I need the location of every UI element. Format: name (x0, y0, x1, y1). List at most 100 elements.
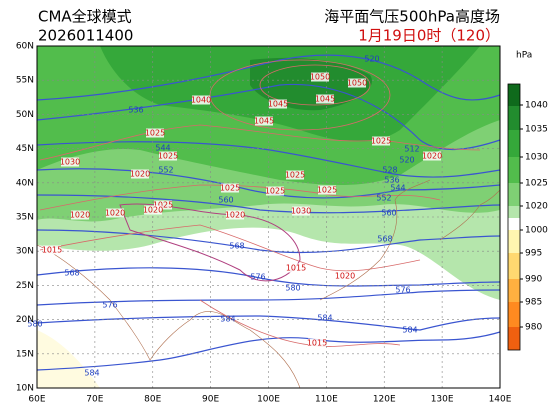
terrain-boundary (119, 203, 301, 282)
height-label: 584 (84, 369, 99, 378)
pressure-label: 1025 (265, 187, 285, 196)
pressure-label: 1030 (291, 207, 311, 216)
lat-label: 35N (16, 213, 34, 223)
lon-label: 100E (257, 395, 280, 405)
height-label: 568 (377, 235, 392, 244)
lat-label: 55N (16, 76, 34, 86)
pressure-label-box (318, 185, 336, 195)
pressure-label: 1050 (310, 73, 330, 82)
height-label: 560 (218, 196, 233, 205)
height-label: 552 (376, 194, 391, 203)
colorbar-label: 1030 (525, 153, 548, 163)
pressure-label: 1015 (42, 246, 62, 255)
pressure-label: 1045 (254, 117, 274, 126)
pressure-label-box (286, 170, 304, 180)
lon-label: 60E (28, 395, 45, 405)
height-label: 560 (381, 209, 396, 218)
map-frame (36, 45, 501, 389)
colorbar-ticks: 1040 1035 1030 1025 1020 1000 995 990 985 980 (520, 101, 548, 333)
pressure-label-box (255, 116, 273, 126)
colorbar-label: 980 (525, 323, 542, 333)
pressure-label-box (106, 208, 124, 218)
pressure-label-box (336, 271, 354, 281)
lon-label: 120E (373, 395, 396, 405)
lon-label: 80E (144, 395, 161, 405)
pressure-label: 1020 (225, 211, 245, 220)
lat-label: 15N (16, 349, 34, 359)
pressure-label-box (348, 78, 366, 88)
pressure-label: 1045 (268, 100, 288, 109)
colorbar-label: 1040 (525, 101, 548, 111)
pressure-label-box (192, 95, 210, 105)
pressure-label-box (131, 169, 149, 179)
pressure-label: 1025 (158, 152, 178, 161)
lat-label: 40N (16, 178, 34, 188)
pressure-contours (39, 59, 481, 347)
pressure-label-box (144, 205, 162, 215)
lat-label: 60N (16, 42, 34, 52)
colorbar-unit: hPa (516, 51, 532, 61)
lat-label: 30N (16, 247, 34, 257)
pressure-label-box (154, 200, 172, 210)
pressure-label: 1025 (317, 186, 337, 195)
pressure-label-box (146, 128, 164, 138)
height-label: 536 (128, 106, 143, 115)
colorbar-label: 1035 (525, 125, 548, 135)
pressure-label: 1020 (70, 211, 90, 220)
colorbar-label: 985 (525, 298, 542, 308)
colorbar-label: 1000 (525, 226, 548, 236)
height-contours (36, 54, 501, 371)
pressure-label-box (71, 210, 89, 220)
pressure-label: 1045 (315, 95, 335, 104)
lon-label: 130E (431, 395, 454, 405)
pressure-label: 1025 (285, 171, 305, 180)
pressure-label: 1030 (60, 158, 80, 167)
colorbar-label: 1020 (525, 202, 548, 212)
pressure-label-box (308, 338, 326, 348)
lon-label: 140E (489, 395, 512, 405)
colorbar-label: 990 (525, 275, 542, 285)
lon-label: 110E (315, 395, 338, 405)
pressure-label: 1020 (335, 272, 355, 281)
lat-label: 10N (16, 384, 34, 394)
pressure-label: 1020 (105, 209, 125, 218)
valid-time: 1月19日0时（120） (358, 27, 500, 45)
map-title: 海平面气压500hPa高度场 (324, 8, 500, 26)
height-label: 580 (285, 284, 300, 293)
lat-label: 50N (16, 110, 34, 120)
pressure-label-box (287, 263, 305, 273)
pressure-label-box (311, 72, 329, 82)
height-label: 576 (395, 286, 410, 295)
pressure-label-box (372, 136, 390, 146)
height-label: 576 (250, 273, 265, 282)
colorbar (507, 83, 521, 351)
height-label: 520 (364, 55, 379, 64)
height-label: 528 (382, 166, 397, 175)
height-label: 584 (317, 314, 332, 323)
init-time: 2026011400 (38, 27, 133, 45)
pressure-label-box (266, 186, 284, 196)
pressure-label: 1020 (143, 206, 163, 215)
lat-label: 25N (16, 281, 34, 291)
height-label: 536 (384, 176, 399, 185)
pressure-label-box (292, 206, 310, 216)
height-label: 576 (102, 301, 117, 310)
pressure-label-box (226, 210, 244, 220)
lon-label: 70E (86, 395, 103, 405)
height-label: 544 (155, 144, 170, 153)
height-label: 568 (64, 269, 79, 278)
height-label: 544 (390, 184, 405, 193)
colorbar-label: 995 (525, 249, 542, 259)
pressure-label-box (316, 94, 334, 104)
pressure-label: 1015 (307, 339, 327, 348)
model-name: CMA全球模式 (38, 8, 132, 26)
coastline (36, 179, 501, 389)
pressure-label: 1015 (286, 264, 306, 273)
pressure-label: 1025 (153, 201, 173, 210)
pressure-label-box (269, 99, 287, 109)
lat-label: 45N (16, 144, 34, 154)
pressure-label: 1025 (145, 129, 165, 138)
pressure-label-box (159, 151, 177, 161)
